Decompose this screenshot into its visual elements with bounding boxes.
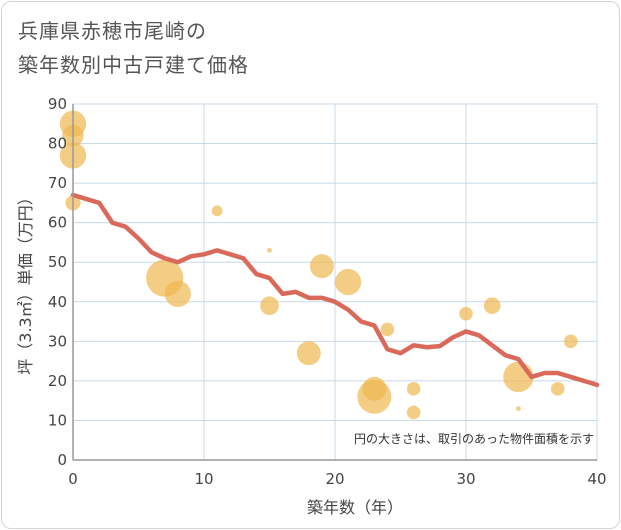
trend-line — [70, 192, 600, 388]
x-tick-label: 20 — [325, 470, 344, 488]
bubble-point — [296, 341, 321, 366]
chart-title-line-1: 兵庫県赤穂市尾崎の — [18, 19, 207, 43]
bubble-point — [267, 247, 272, 253]
bubble-point — [406, 382, 421, 396]
bubble-point — [483, 297, 501, 315]
y-tick-label: 10 — [48, 411, 67, 429]
axes — [72, 104, 597, 461]
bubble-point — [515, 406, 521, 411]
y-tick-label: 80 — [48, 135, 67, 153]
bubble-point — [406, 405, 421, 420]
y-tick-label: 70 — [48, 174, 67, 192]
tick-labels: 0 10 20 30 40 0 10 20 30 40 50 60 70 80 90 — [48, 95, 607, 488]
y-tick-label: 60 — [48, 214, 67, 232]
bubble-point — [211, 205, 223, 217]
x-tick-label: 40 — [587, 470, 606, 488]
bubble-series — [59, 110, 578, 420]
x-tick-label: 10 — [194, 470, 213, 488]
y-tick-label: 50 — [48, 253, 67, 271]
bubble-point — [260, 296, 279, 316]
y-tick-label: 30 — [48, 332, 67, 350]
chart-title: 兵庫県赤穂市尾崎の 築年数別中古戸建て価格 — [18, 14, 249, 82]
bubble-size-note: 円の大きさは、取引のあった物件面積を示す — [354, 431, 594, 446]
bubble-point — [334, 268, 362, 296]
y-tick-label: 40 — [48, 293, 67, 311]
y-axis-label: 坪（3.3㎡）単価（万円） — [16, 189, 35, 374]
trend-series — [70, 192, 600, 388]
chart-title-line-2: 築年数別中古戸建て価格 — [18, 53, 249, 77]
y-tick-label: 90 — [48, 95, 67, 113]
bubble-point — [164, 280, 191, 308]
x-axis-label: 築年数（年） — [307, 498, 403, 517]
bubble-point — [564, 334, 578, 349]
bubble-point — [550, 382, 565, 396]
x-tick-label: 30 — [456, 470, 475, 488]
bubble-point — [380, 322, 395, 337]
x-tick-label: 0 — [68, 470, 78, 488]
y-tick-label: 20 — [48, 372, 67, 390]
bubble-point — [362, 376, 387, 401]
bubble-point — [459, 306, 473, 321]
y-tick-label: 0 — [57, 451, 67, 469]
bubble-point — [309, 254, 334, 279]
